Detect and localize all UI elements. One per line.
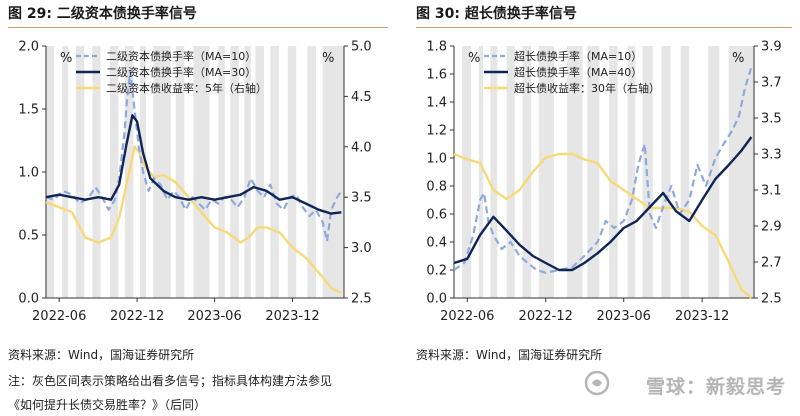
signal-shade-band xyxy=(270,46,279,298)
left-unit-label: % xyxy=(468,51,480,66)
signal-shade-band xyxy=(230,46,239,298)
left-tick-label: 1.8 xyxy=(426,40,447,55)
x-tick-label: 2022-12 xyxy=(519,309,573,324)
signal-shade-band xyxy=(587,46,600,298)
left-tick-label: 1.0 xyxy=(426,152,447,167)
right-tick-label: 4.5 xyxy=(351,90,372,105)
left-tick-label: 0.4 xyxy=(426,236,447,251)
signal-shade-band xyxy=(506,46,515,298)
signal-shade-band xyxy=(728,46,754,298)
left-tick-label: 0.8 xyxy=(426,180,447,195)
chart-ultra-long-bond-turnover: 0.0 0.2 0.4 0.6 0.8 1.0 1.2 1.4 1.6 1.8 2.5 2.7 2.9 3… xyxy=(426,40,782,325)
snowball-logo-icon xyxy=(584,370,610,396)
right-tick-label: 3.5 xyxy=(351,191,372,206)
right-unit-label: % xyxy=(732,51,744,66)
signal-shade-band xyxy=(478,46,484,298)
signal-shade-band xyxy=(522,46,532,298)
right-tick-label: 2.9 xyxy=(761,220,782,235)
x-tick-label: 2023-06 xyxy=(187,309,241,324)
left-tick-label: 1.5 xyxy=(18,103,39,118)
source-note-left: 资料来源：Wind，国海证券研究所 xyxy=(8,348,195,362)
signal-shade-band xyxy=(538,46,554,298)
signal-shade-band xyxy=(46,46,55,298)
figure-30-title: 图 30: 超长债换手率信号 xyxy=(416,6,577,22)
signal-shade-band xyxy=(75,46,85,298)
right-tick-label: 2.5 xyxy=(351,292,372,307)
x-tick-label: 2023-12 xyxy=(675,309,729,324)
signal-shade-band xyxy=(153,46,171,298)
left-tick-label: 0.0 xyxy=(18,292,39,307)
right-tick-label: 4.0 xyxy=(351,140,372,155)
right-tick-label: 5.0 xyxy=(351,40,372,55)
signal-shade-band xyxy=(462,46,472,298)
left-tick-label: 1.4 xyxy=(426,96,447,111)
signal-shade-band xyxy=(218,46,225,298)
chart-secondary-capital-bond-turnover: 0.0 0.5 1.0 1.5 2.0 2.5 3.0 3.5 4.0 4.5 5.0% % 2022-… xyxy=(18,40,372,325)
left-tick-label: 0.5 xyxy=(18,229,39,244)
legend-label: 二级资本债换手率（MA=30） xyxy=(106,65,256,79)
x-tick-label: 2022-06 xyxy=(440,309,494,324)
signal-shade-band xyxy=(322,46,344,298)
right-tick-label: 3.7 xyxy=(761,76,782,91)
x-tick-label: 2022-12 xyxy=(110,309,164,324)
right-tick-label: 3.0 xyxy=(351,241,372,256)
signal-shade-band xyxy=(708,46,720,298)
left-unit-label: % xyxy=(60,51,72,66)
right-tick-label: 3.5 xyxy=(761,112,782,127)
legend-label: 二级资本债换手率（MA=10） xyxy=(106,49,256,63)
right-tick-label: 3.1 xyxy=(761,184,782,199)
left-tick-label: 1.0 xyxy=(18,166,39,181)
legend-label: 超长债收益率：30年（右轴） xyxy=(514,81,660,95)
right-tick-label: 2.5 xyxy=(761,292,782,307)
left-tick-label: 0.0 xyxy=(426,292,447,307)
series-line-2 xyxy=(453,136,753,272)
signal-shade-band xyxy=(92,46,101,298)
method-note-reference: 《如何提升长债交易胜率？》（后同） xyxy=(8,398,207,412)
signal-shade-band xyxy=(627,46,636,298)
series-line-3 xyxy=(45,145,342,295)
left-tick-label: 1.2 xyxy=(426,124,447,139)
series-line-1 xyxy=(453,66,753,274)
signal-shade-band xyxy=(661,46,671,298)
x-tick-label: 2022-06 xyxy=(32,309,86,324)
figure-30-title-rule xyxy=(416,27,792,28)
watermark: 雪球：新毅思考 xyxy=(645,376,786,398)
series-line-2 xyxy=(45,114,342,215)
signal-shade-band xyxy=(255,46,264,298)
figure-29-title-rule xyxy=(8,27,388,28)
signal-shade-band xyxy=(490,46,498,298)
legend-label: 超长债换手率（MA=40） xyxy=(514,65,642,79)
legend-label: 二级资本债收益率：5年（右轴） xyxy=(106,81,267,95)
left-tick-label: 2.0 xyxy=(18,40,39,55)
signal-shade-band xyxy=(109,46,119,298)
left-tick-label: 0.2 xyxy=(426,264,447,279)
method-note: 注：灰色区间表示策略给出看多信号；指标具体构建方法参见 xyxy=(8,374,333,388)
signal-shade-band xyxy=(609,46,618,298)
series-line-1 xyxy=(45,70,343,243)
source-note-right: 资料来源：Wind，国海证券研究所 xyxy=(416,348,603,362)
left-tick-label: 0.6 xyxy=(426,208,447,223)
left-tick-label: 1.6 xyxy=(426,68,447,83)
right-unit-label: % xyxy=(322,51,334,66)
series-line-3 xyxy=(453,152,753,299)
right-tick-label: 3.9 xyxy=(761,40,782,55)
signal-shade-band xyxy=(62,46,69,298)
signal-shade-band xyxy=(287,46,297,298)
signal-shade-band xyxy=(680,46,690,298)
x-tick-label: 2023-12 xyxy=(265,309,319,324)
signal-shade-band xyxy=(244,46,251,298)
figure-29-title: 图 29: 二级资本债换手率信号 xyxy=(8,6,197,22)
right-tick-label: 2.7 xyxy=(761,256,782,271)
signal-shade-band xyxy=(567,46,583,298)
legend-label: 超长债换手率（MA=10） xyxy=(514,49,642,63)
signal-shade-band xyxy=(193,46,210,298)
x-tick-label: 2023-06 xyxy=(597,309,651,324)
signal-shade-band xyxy=(175,46,185,298)
right-tick-label: 3.3 xyxy=(761,148,782,163)
signal-shade-band xyxy=(307,46,316,298)
